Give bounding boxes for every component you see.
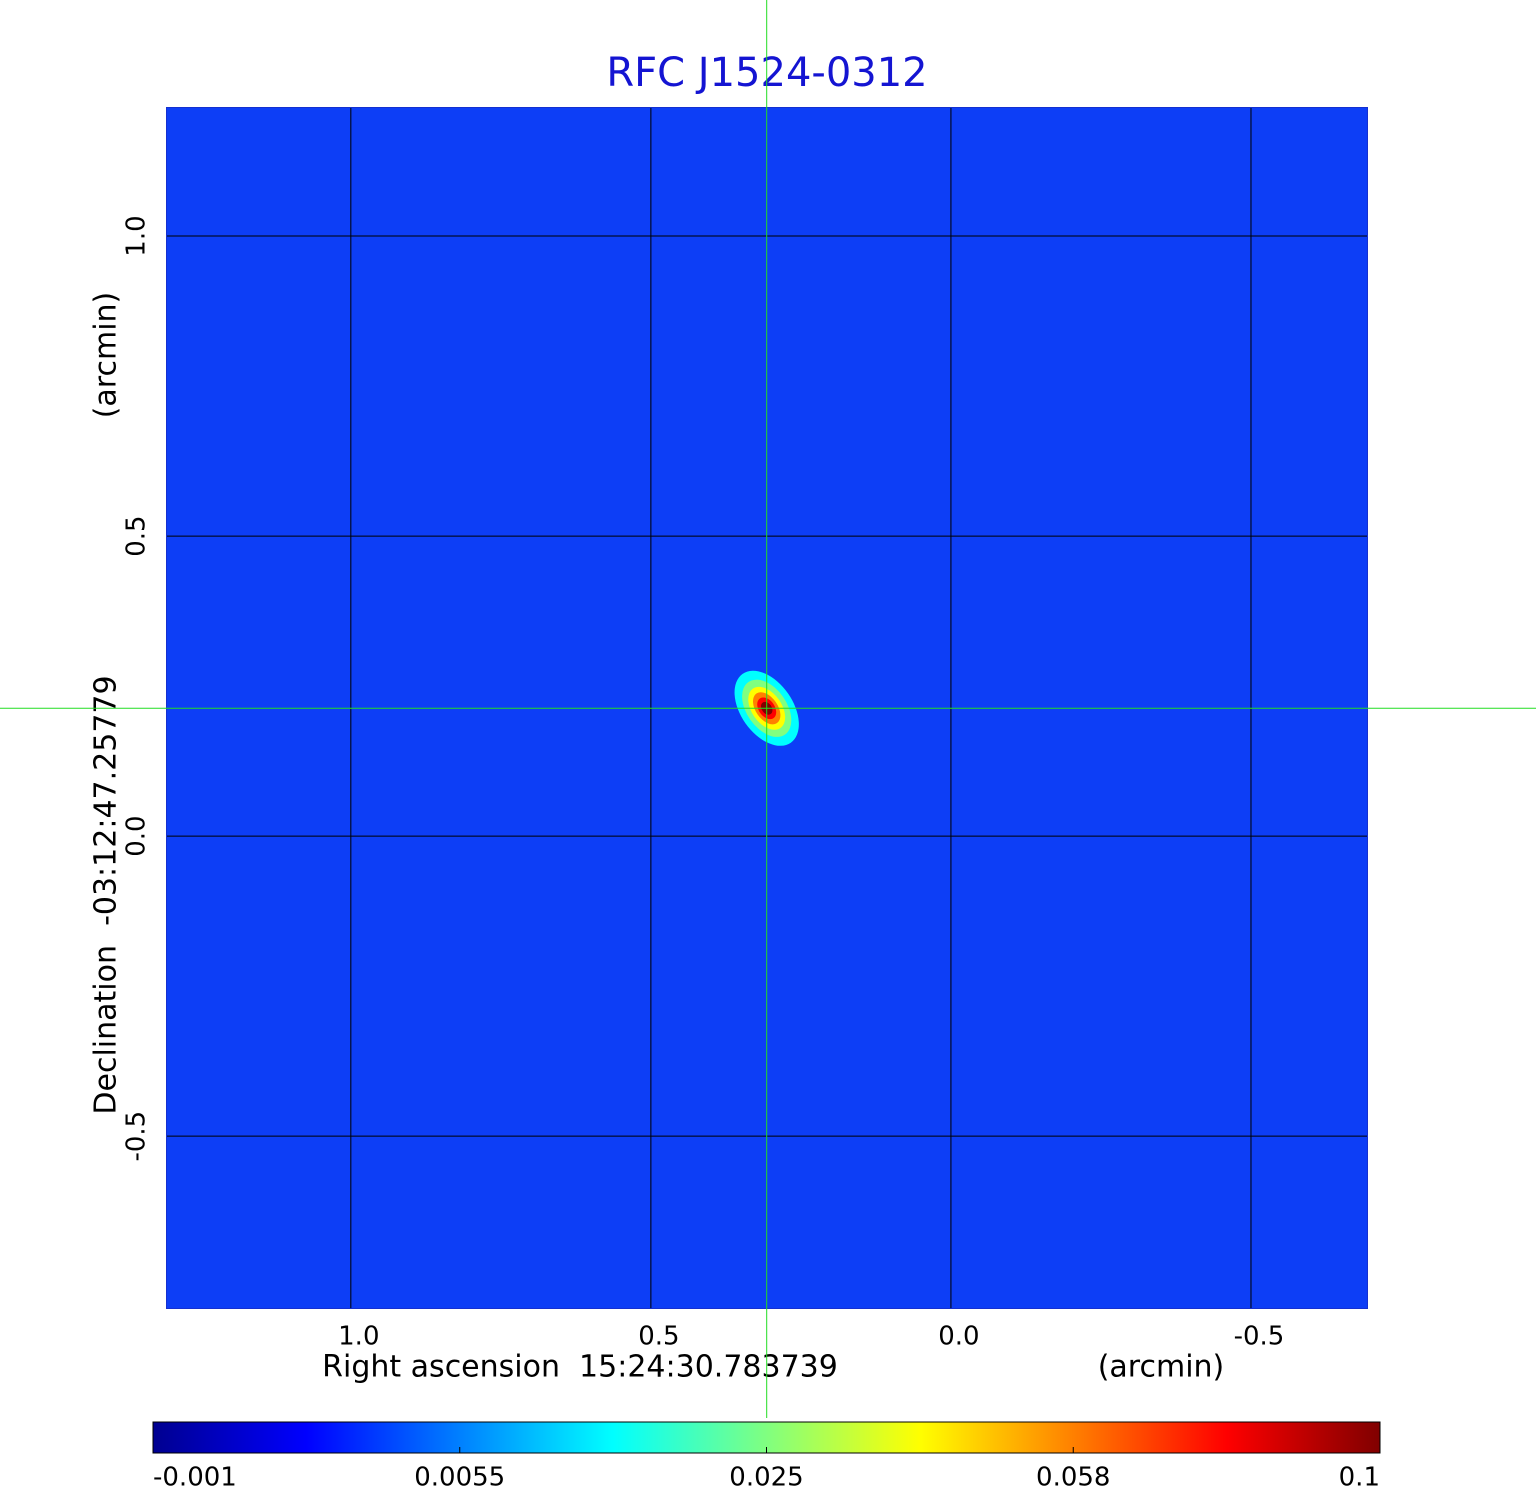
y-tick-label: 0.0 [122, 815, 152, 856]
y-axis-unit: (arcmin) [89, 292, 124, 419]
y-tick-label: 0.5 [122, 515, 152, 556]
colorbar-tick-label: 0.1 [1339, 1463, 1380, 1493]
colorbar-tick-label: -0.001 [153, 1463, 237, 1493]
x-axis-label: Right ascension 15:24:30.783739 [322, 1350, 838, 1385]
y-axis-label: Declination -03:12:47.25779 [89, 675, 124, 1114]
y-tick-label: 1.0 [122, 215, 152, 256]
colorbar-tick-label: 0.025 [729, 1463, 803, 1493]
x-tick-label: 1.0 [338, 1322, 379, 1352]
x-tick-label: -0.5 [1234, 1322, 1285, 1352]
x-tick-label: 0.0 [938, 1322, 979, 1352]
y-tick-label: -0.5 [122, 1111, 152, 1162]
x-axis-unit: (arcmin) [1098, 1350, 1225, 1385]
x-tick-label: 0.5 [638, 1322, 679, 1352]
colorbar-tick-label: 0.0055 [414, 1463, 505, 1493]
colorbar-tick-label: 0.058 [1036, 1463, 1110, 1493]
